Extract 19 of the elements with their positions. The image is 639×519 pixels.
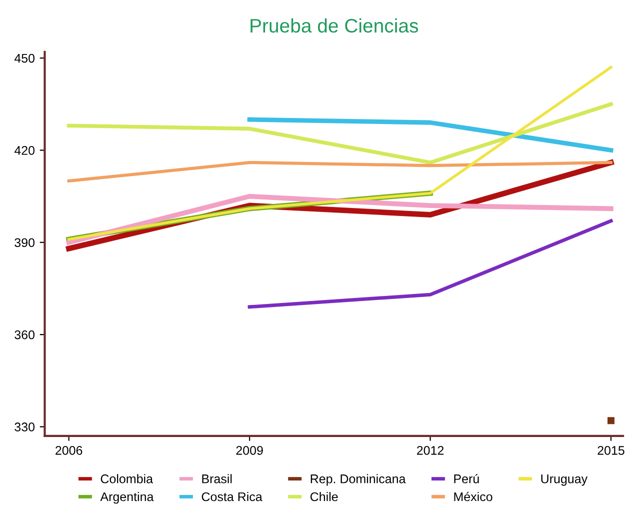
legend-label: México bbox=[454, 492, 492, 502]
legend-label: Colombia bbox=[100, 474, 154, 484]
y-tick-label: 390 bbox=[14, 238, 35, 248]
legend-label: Argentina bbox=[100, 492, 154, 504]
x-tick-label: 2015 bbox=[598, 446, 624, 455]
x-tick-label: 2009 bbox=[236, 446, 263, 455]
y-tick-label: 360 bbox=[14, 330, 35, 340]
x-tick-label: 2012 bbox=[416, 446, 444, 455]
legend-label: Rep. Dominicana bbox=[310, 474, 406, 486]
legend-label: Chile bbox=[310, 492, 338, 502]
y-tick-label: 450 bbox=[14, 54, 35, 63]
y-tick-label: 420 bbox=[14, 146, 35, 155]
legend-label: Uruguay bbox=[541, 474, 588, 486]
y-tick-label: 330 bbox=[14, 422, 35, 432]
legend-label: Perú bbox=[454, 474, 479, 484]
legend-label: Costa Rica bbox=[202, 492, 262, 502]
chart-title: Prueba de Ciencias bbox=[250, 18, 418, 33]
x-tick-label: 2006 bbox=[56, 446, 82, 455]
legend-label: Brasil bbox=[202, 474, 232, 484]
